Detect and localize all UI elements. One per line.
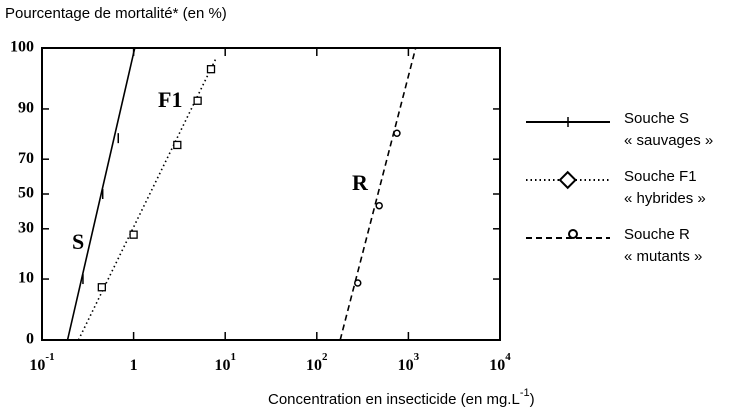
fit-line xyxy=(77,57,218,341)
marker xyxy=(193,96,202,105)
y-tick-label: 100 xyxy=(10,39,34,56)
y-tick-label: 10 xyxy=(18,270,34,287)
x-tick-base: 10 xyxy=(29,357,45,374)
fit-line xyxy=(339,47,417,341)
x-tick-exp: 1 xyxy=(230,351,236,363)
marker xyxy=(129,230,138,239)
x-tick-base: 1 xyxy=(130,357,138,374)
plot-frame xyxy=(41,47,501,341)
legend-marker xyxy=(558,170,577,190)
x-tick-base: 10 xyxy=(398,357,414,374)
series-annotation: S xyxy=(72,229,84,254)
legend-item: Souche R « mutants » xyxy=(526,226,702,265)
chart-title: Pourcentage de mortalité* (en %) xyxy=(5,5,227,22)
x-tick-label: 103 xyxy=(398,351,420,374)
x-tick-base: 10 xyxy=(489,357,505,374)
x-tick-label: 1 xyxy=(130,357,138,374)
x-tick-exp: 3 xyxy=(414,351,420,363)
legend-label: « hybrides » xyxy=(624,190,706,207)
marker xyxy=(173,140,182,150)
marker xyxy=(97,283,106,292)
x-label-end: ) xyxy=(530,391,535,408)
x-tick-label: 101 xyxy=(214,351,236,374)
legend-label: Souche S xyxy=(624,110,689,127)
x-axis-label: Concentration en insecticide (en mg.L-1) xyxy=(268,387,535,408)
x-label-text: Concentration en insecticide (en mg.L xyxy=(268,391,520,408)
legend-label: Souche R xyxy=(624,226,690,243)
y-tick-label: 50 xyxy=(18,185,34,202)
x-tick-label: 102 xyxy=(306,351,328,374)
y-tick-label: 0 xyxy=(26,331,34,348)
x-tick-label: 10-1 xyxy=(29,351,54,374)
x-tick-base: 10 xyxy=(306,357,322,374)
x-tick-label: 104 xyxy=(489,351,511,374)
marker xyxy=(206,65,216,74)
marker xyxy=(375,201,383,210)
legend-label: « sauvages » xyxy=(624,132,713,149)
legend-item: Souche F1 « hybrides » xyxy=(526,168,706,207)
y-tick-label: 30 xyxy=(18,219,34,236)
x-tick-exp: -1 xyxy=(45,351,54,363)
x-tick-exp: 4 xyxy=(505,351,511,363)
fit-line xyxy=(66,47,136,341)
legend-marker xyxy=(568,229,578,239)
y-tick-label: 90 xyxy=(18,100,34,117)
series-annotation: F1 xyxy=(158,87,182,112)
marker xyxy=(393,129,401,138)
marker xyxy=(354,279,362,287)
legend-item: Souche S « sauvages » xyxy=(526,110,713,149)
series-annotation: R xyxy=(352,170,369,195)
legend-label: « mutants » xyxy=(624,248,702,265)
x-tick-base: 10 xyxy=(214,357,230,374)
x-label-exp: -1 xyxy=(520,387,530,399)
x-tick-exp: 2 xyxy=(322,351,328,363)
legend-label: Souche F1 xyxy=(624,168,697,185)
y-tick-label: 70 xyxy=(18,150,34,167)
